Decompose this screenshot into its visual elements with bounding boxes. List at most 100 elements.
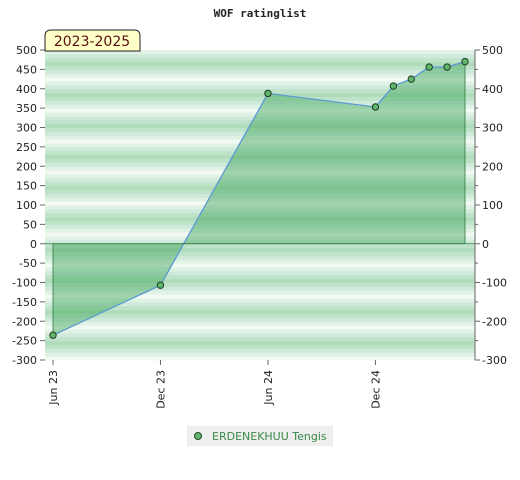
background-band: [45, 348, 475, 353]
y-tick-label-left: -50: [19, 257, 37, 270]
background-band: [45, 305, 475, 311]
background-band: [45, 92, 475, 97]
background-band: [45, 212, 475, 218]
y-tick-label-right: 400: [482, 83, 503, 96]
background-band: [45, 88, 475, 94]
y-tick-label-left: -300: [12, 354, 37, 367]
y-tick-label-left: 150: [16, 180, 37, 193]
background-band: [45, 170, 475, 175]
background-band: [45, 53, 475, 59]
y-tick-label-left: -150: [12, 296, 37, 309]
y-tick-label-left: -100: [12, 277, 37, 290]
background-band: [45, 228, 475, 233]
background-band: [45, 239, 475, 245]
background-band: [45, 185, 475, 190]
y-tick-label-right: 0: [482, 238, 489, 251]
background-band: [45, 73, 475, 78]
background-band: [45, 340, 475, 345]
background-band: [45, 352, 475, 357]
background-band: [45, 69, 475, 74]
y-tick-label-right: 200: [482, 160, 503, 173]
background-band: [45, 208, 475, 214]
background-band: [45, 50, 475, 55]
background-band: [45, 255, 475, 260]
background-band: [45, 270, 475, 276]
background-band: [45, 162, 475, 167]
background-band: [45, 57, 475, 63]
background-band: [45, 290, 475, 295]
background-band: [45, 84, 475, 90]
y-tick-label-left: -200: [12, 315, 37, 328]
y-tick-label-left: 450: [16, 63, 37, 76]
background-band: [45, 247, 475, 252]
background-band: [45, 158, 475, 163]
y-tick-label-right: 100: [482, 199, 503, 212]
data-point: [443, 63, 451, 71]
y-tick-label-right: -300: [482, 354, 507, 367]
y-tick-label-left: 100: [16, 199, 37, 212]
y-tick-label-left: 350: [16, 102, 37, 115]
x-tick-label: Jun 23: [47, 370, 60, 406]
y-tick-label-right: 300: [482, 122, 503, 135]
background-band: [45, 294, 475, 299]
background-band: [45, 96, 475, 101]
background-band: [45, 301, 475, 307]
background-band: [45, 146, 475, 152]
data-point: [49, 331, 57, 339]
background-band: [45, 224, 475, 229]
background-band: [45, 77, 475, 82]
y-tick-label-right: 500: [482, 44, 503, 57]
y-tick-label-right: -200: [482, 315, 507, 328]
legend[interactable]: ERDENEKHUU Tengis: [187, 426, 333, 446]
background-band: [45, 143, 475, 148]
background-band: [45, 329, 475, 334]
background-band: [45, 100, 475, 105]
y-tick-label-right: -100: [482, 277, 507, 290]
background-band: [45, 278, 475, 283]
background-band: [45, 274, 475, 280]
background-band: [45, 232, 475, 237]
background-band: [45, 243, 475, 249]
background-band: [45, 61, 475, 66]
background-band: [45, 112, 475, 117]
background-band: [45, 174, 475, 179]
background-band: [45, 154, 475, 159]
y-tick-label-left: 0: [30, 238, 37, 251]
x-tick-label: Jun 24: [262, 370, 275, 406]
data-point: [407, 75, 415, 83]
data-point: [156, 281, 165, 289]
background-band: [45, 135, 475, 140]
background-band: [45, 344, 475, 349]
legend-entry: ERDENEKHUU Tengis: [212, 430, 327, 443]
background-band: [45, 309, 475, 314]
background-band: [45, 189, 475, 194]
data-points: [49, 57, 469, 339]
background-band: [45, 166, 475, 171]
background-band: [45, 321, 475, 326]
background-band: [45, 336, 475, 342]
y-tick-label-left: 250: [16, 141, 37, 154]
background-band: [45, 332, 475, 338]
background-band: [45, 123, 475, 128]
background-band: [45, 286, 475, 291]
data-point: [425, 63, 433, 71]
background-band: [45, 127, 475, 132]
period-label: 2023-2025: [54, 34, 130, 50]
background-band: [45, 150, 475, 156]
chart-title: WOF ratinglist: [214, 7, 307, 20]
background-band: [45, 108, 475, 113]
background-band: [45, 325, 475, 330]
background-band: [45, 236, 475, 241]
y-tick-label-left: 500: [16, 44, 37, 57]
background-band: [45, 205, 475, 210]
background-band: [45, 259, 475, 264]
background-band: [45, 201, 475, 206]
y-tick-label-left: 400: [16, 83, 37, 96]
background-band: [45, 251, 475, 256]
background-band: [45, 220, 475, 225]
axes: -300 -250 -200 -150 -100 -50 0 50 100 150 200 250 30…: [12, 44, 507, 409]
y-tick-label-left: -250: [12, 335, 37, 348]
background-band: [45, 356, 475, 361]
background-band: [45, 119, 475, 125]
